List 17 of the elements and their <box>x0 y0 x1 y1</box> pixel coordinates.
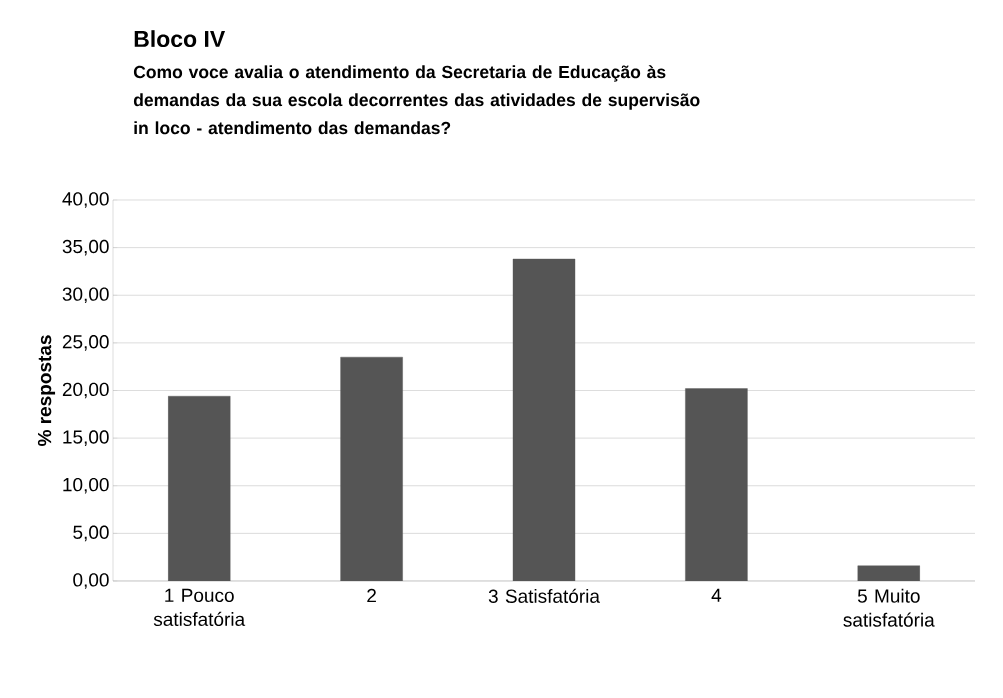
chart-subtitle: Como voce avalia o atendimento da Secretaria de Educação às demandas da sua escola decorrentes das atividades de supervisão in loco - atendimento das demandas? <box>133 65 700 135</box>
x-tick-label: 3 Satisfatória <box>488 588 600 603</box>
y-tick-label: 25,00 <box>62 335 109 351</box>
y-tick-label: 30,00 <box>62 287 109 304</box>
y-axis-title: % respostas <box>37 335 56 446</box>
y-tick-label: 15,00 <box>63 430 109 446</box>
y-tick-label: 0,00 <box>73 573 109 589</box>
x-tick-label: 2 <box>367 588 376 603</box>
chart-title: Bloco IV <box>134 30 226 48</box>
y-tick-label: 40,00 <box>62 192 109 208</box>
x-tick-label: 5 Muito satisfatória <box>843 588 935 627</box>
y-tick-label: 10,00 <box>63 477 109 494</box>
y-tick-label: 20,00 <box>62 382 109 399</box>
x-tick-label: 1 Pouco satisfatória <box>153 588 246 627</box>
y-tick-label: 35,00 <box>62 239 109 256</box>
y-tick-label: 5,00 <box>73 525 109 542</box>
x-tick-label: 4 <box>711 588 722 602</box>
